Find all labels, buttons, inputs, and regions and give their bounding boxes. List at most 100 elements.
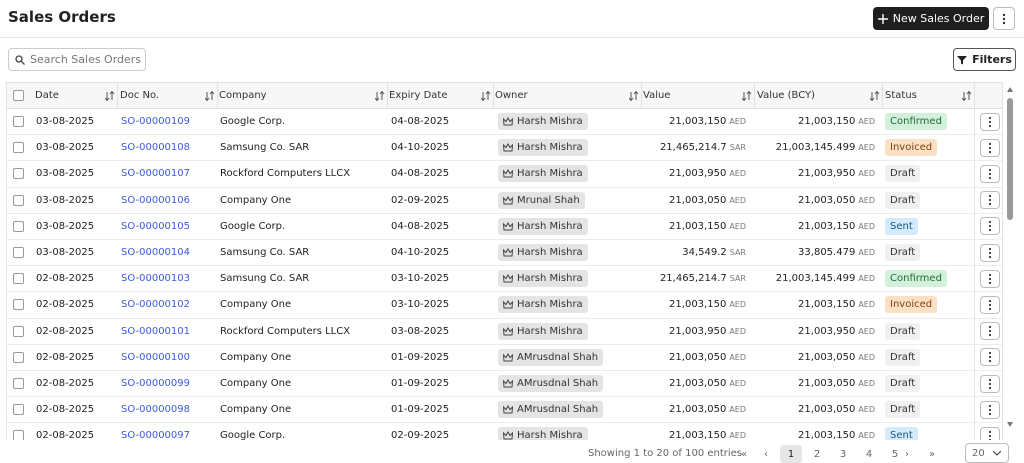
checkbox[interactable] (13, 116, 24, 128)
row-menu-button[interactable] (980, 400, 1000, 419)
currency: AED (858, 379, 875, 389)
checkbox[interactable] (13, 378, 24, 390)
status-badge: Sent (885, 217, 918, 235)
doc-link[interactable]: SO-00000106 (121, 194, 191, 206)
page-nav[interactable]: » (928, 448, 936, 460)
owner-icon (503, 405, 513, 414)
doc-link[interactable]: SO-00000107 (121, 168, 191, 180)
value-bcy-cell: 21,003,050 AED (798, 188, 875, 213)
date-cell: 02-08-2025 (36, 378, 95, 390)
table-row: 02-08-2025 SO-00000102 Company One 03-10-20… (7, 292, 1002, 319)
owner-icon (503, 326, 513, 336)
column-divider (217, 83, 218, 109)
row-menu-button[interactable] (980, 426, 1000, 440)
doc-link[interactable]: SO-00000102 (121, 299, 191, 311)
owner-cell: Harsh Mishra (498, 319, 588, 344)
owner-icon (503, 195, 513, 205)
checkbox[interactable] (13, 220, 24, 232)
doc-link[interactable]: SO-00000105 (121, 220, 191, 232)
row-menu-button[interactable] (980, 191, 1000, 210)
currency: AED (729, 300, 746, 310)
row-menu-button[interactable] (980, 138, 1000, 157)
expiry-cell: 02-09-2025 (391, 430, 450, 440)
checkbox[interactable] (13, 247, 24, 259)
owner-icon (503, 300, 513, 309)
row-menu-button[interactable] (980, 348, 1000, 367)
page-button[interactable]: 3 (839, 448, 847, 460)
date-cell: 03-08-2025 (36, 247, 95, 259)
column-divider (974, 344, 975, 370)
doc-link[interactable]: SO-00000097 (121, 430, 191, 440)
sort-icon[interactable] (628, 90, 639, 104)
doc-link[interactable]: SO-00000099 (121, 378, 191, 390)
row-menu-button[interactable] (980, 243, 1000, 262)
sort-icon[interactable] (741, 90, 752, 104)
action-cell (980, 319, 1000, 344)
sort-icon[interactable] (961, 90, 972, 104)
value-bcy-cell: 21,003,050 AED (798, 345, 875, 370)
checkbox[interactable] (13, 299, 24, 311)
more-menu-button[interactable] (993, 7, 1015, 30)
currency: AED (858, 431, 875, 440)
doc-link[interactable]: SO-00000100 (121, 351, 191, 363)
sort-icon[interactable] (480, 90, 491, 104)
company-cell: Google Corp. (220, 430, 286, 440)
new-sales-order-button[interactable]: New Sales Order (873, 7, 989, 30)
doc-link[interactable]: SO-00000104 (121, 247, 191, 259)
checkbox[interactable] (13, 273, 24, 285)
row-menu-button[interactable] (980, 322, 1000, 341)
page-button[interactable]: 2 (813, 448, 821, 460)
checkbox[interactable] (13, 194, 24, 206)
page-button[interactable]: 4 (865, 448, 873, 460)
status-cell: Draft (885, 371, 921, 396)
doc-link[interactable]: SO-00000103 (121, 273, 191, 285)
owner-cell: AMrusdnal Shah (498, 345, 604, 370)
table-row: 02-08-2025 SO-00000103 Samsung Co. SAR 03-1… (7, 266, 1002, 293)
sort-icon[interactable] (104, 90, 115, 104)
page-size-select[interactable]: 20 (965, 443, 1009, 463)
search-input[interactable]: Search Sales Orders (8, 48, 146, 71)
checkbox[interactable] (13, 430, 24, 440)
company-cell: Company One (220, 351, 292, 363)
page-nav[interactable]: « (740, 448, 748, 460)
row-menu-button[interactable] (980, 112, 1000, 131)
sort-icon[interactable] (374, 90, 385, 104)
sort-icon[interactable] (204, 90, 215, 104)
page-nav[interactable]: ‹ (764, 448, 768, 460)
value-cell: 21,003,050 AED (669, 188, 746, 213)
checkbox[interactable] (13, 351, 24, 363)
row-menu-button[interactable] (980, 269, 1000, 288)
row-menu-button[interactable] (980, 374, 1000, 393)
doc-link[interactable]: SO-00000101 (121, 325, 191, 337)
row-menu-button[interactable] (980, 164, 1000, 183)
doc-link[interactable]: SO-00000109 (121, 116, 191, 128)
checkbox[interactable] (13, 325, 24, 337)
sort-icon[interactable] (869, 90, 880, 104)
cell (13, 345, 24, 370)
value-bcy-cell: 21,003,150 AED (798, 292, 875, 317)
row-menu-button[interactable] (980, 217, 1000, 236)
doc-link[interactable]: SO-00000108 (121, 142, 191, 154)
value-cell: 21,003,150 AED (669, 423, 746, 440)
owner-chip: Harsh Mishra (498, 139, 588, 157)
filters-button[interactable]: Filters (953, 48, 1016, 71)
page-button[interactable]: 1 (780, 445, 802, 463)
checkbox[interactable] (13, 404, 24, 416)
row-menu-button[interactable] (980, 295, 1000, 314)
checkbox[interactable] (13, 142, 24, 154)
expiry-cell: 01-09-2025 (391, 351, 450, 363)
owner-name: Harsh Mishra (517, 142, 583, 154)
filter-icon (957, 55, 968, 64)
checkbox[interactable] (13, 168, 24, 180)
value-bcy-cell: 21,003,050 AED (798, 397, 875, 422)
owner-name: Mrunal Shah (517, 194, 580, 206)
button-label: New Sales Order (892, 12, 985, 25)
column-header: Status (885, 83, 917, 108)
owner-cell: Harsh Mishra (498, 240, 588, 265)
value: 21,003,950 (669, 168, 727, 180)
doc-link[interactable]: SO-00000098 (121, 404, 191, 416)
value-bcy: 21,003,050 (798, 404, 856, 416)
page-nav[interactable]: › (905, 448, 909, 460)
column-divider (974, 213, 975, 239)
checkbox[interactable] (13, 90, 24, 101)
